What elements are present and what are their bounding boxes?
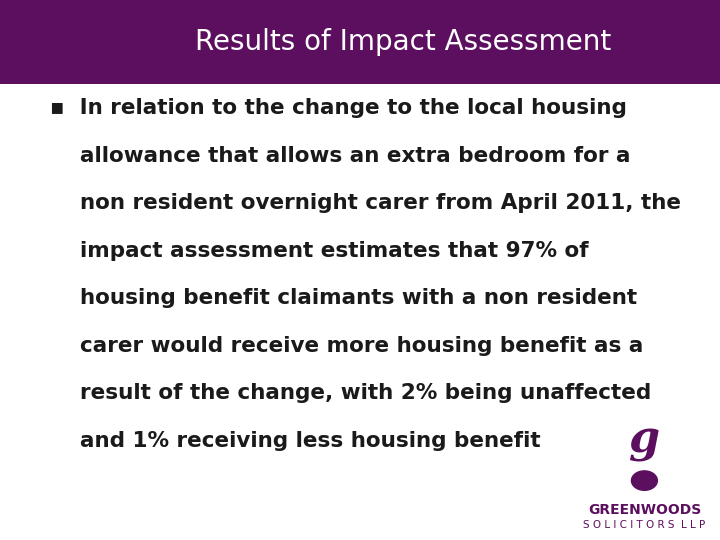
Text: ▪  In relation to the change to the local housing: ▪ In relation to the change to the local… [50,98,627,118]
Text: GREENWOODS: GREENWOODS [588,503,701,517]
Text: g: g [629,418,660,462]
FancyBboxPatch shape [0,84,720,540]
Text: carer would receive more housing benefit as a: carer would receive more housing benefit… [50,335,644,356]
Text: Results of Impact Assessment: Results of Impact Assessment [195,28,611,56]
Text: non resident overnight carer from April 2011, the: non resident overnight carer from April … [50,193,681,213]
Text: and 1% receiving less housing benefit: and 1% receiving less housing benefit [50,430,541,451]
FancyBboxPatch shape [0,0,720,84]
Text: housing benefit claimants with a non resident: housing benefit claimants with a non res… [50,288,637,308]
Text: S O L I C I T O R S  L L P: S O L I C I T O R S L L P [583,521,706,530]
Text: result of the change, with 2% being unaffected: result of the change, with 2% being unaf… [50,383,652,403]
Text: impact assessment estimates that 97% of: impact assessment estimates that 97% of [50,240,589,261]
Circle shape [631,471,657,490]
Text: allowance that allows an extra bedroom for a: allowance that allows an extra bedroom f… [50,145,631,166]
